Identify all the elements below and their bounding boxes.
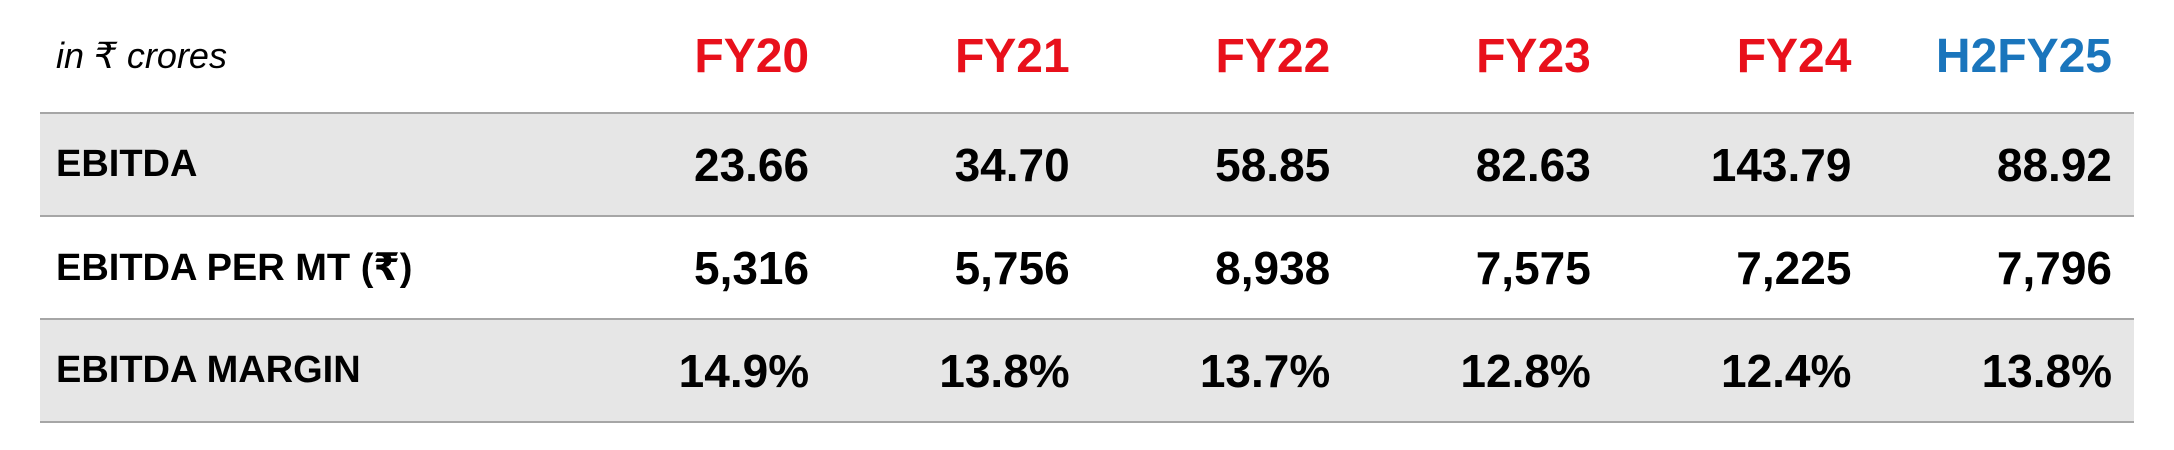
row-label: EBITDA: [56, 143, 198, 185]
table-cell: 7,575: [1475, 241, 1591, 294]
table-cell: 5,316: [693, 241, 810, 294]
column-header-h2fy25: H2FY25: [1935, 29, 2112, 83]
table-row-ebitda-margin: EBITDA MARGIN 14.9% 13.8% 13.7% 12.8% 12…: [40, 320, 2134, 423]
column-header-fy24: FY24: [1736, 29, 1852, 83]
row-label: EBITDA MARGIN: [56, 349, 361, 391]
table-cell: 7,796: [1996, 241, 2112, 294]
table-row-ebitda-per-mt: EBITDA PER MT (₹) 5,316 5,756 8,938 7,57…: [40, 217, 2134, 320]
table-cell: 14.9%: [678, 344, 810, 397]
ebitda-table: in ₹ crores FY20 FY21 FY22 FY23 FY24 H2F…: [40, 0, 2134, 423]
table-cell: 13.8%: [1981, 344, 2112, 397]
table-cell: 82.63: [1475, 138, 1591, 191]
column-header-fy21: FY21: [954, 29, 1070, 83]
table-cell: 7,225: [1736, 241, 1852, 294]
table-cell: 8,938: [1215, 241, 1331, 294]
table-header-row: in ₹ crores FY20 FY21 FY22 FY23 FY24 H2F…: [40, 0, 2134, 114]
table-row-ebitda: EBITDA 23.66 34.70 58.85 82.63 143.79 88…: [40, 114, 2134, 217]
unit-label: in ₹ crores: [56, 35, 227, 76]
table-cell: 58.85: [1215, 138, 1331, 191]
table-cell: 88.92: [1996, 138, 2112, 191]
column-header-fy23: FY23: [1476, 29, 1591, 83]
table-cell: 12.4%: [1720, 344, 1852, 397]
table-cell: 12.8%: [1460, 344, 1591, 397]
row-label: EBITDA PER MT (₹): [56, 247, 413, 289]
table-cell: 34.70: [954, 138, 1070, 191]
table-cell: 13.7%: [1199, 344, 1331, 397]
table-cell: 23.66: [693, 138, 810, 191]
column-header-fy20: FY20: [694, 29, 810, 83]
column-header-fy22: FY22: [1215, 29, 1331, 83]
table-cell: 143.79: [1710, 138, 1852, 191]
table-cell: 13.8%: [939, 344, 1070, 397]
table-cell: 5,756: [954, 241, 1070, 294]
